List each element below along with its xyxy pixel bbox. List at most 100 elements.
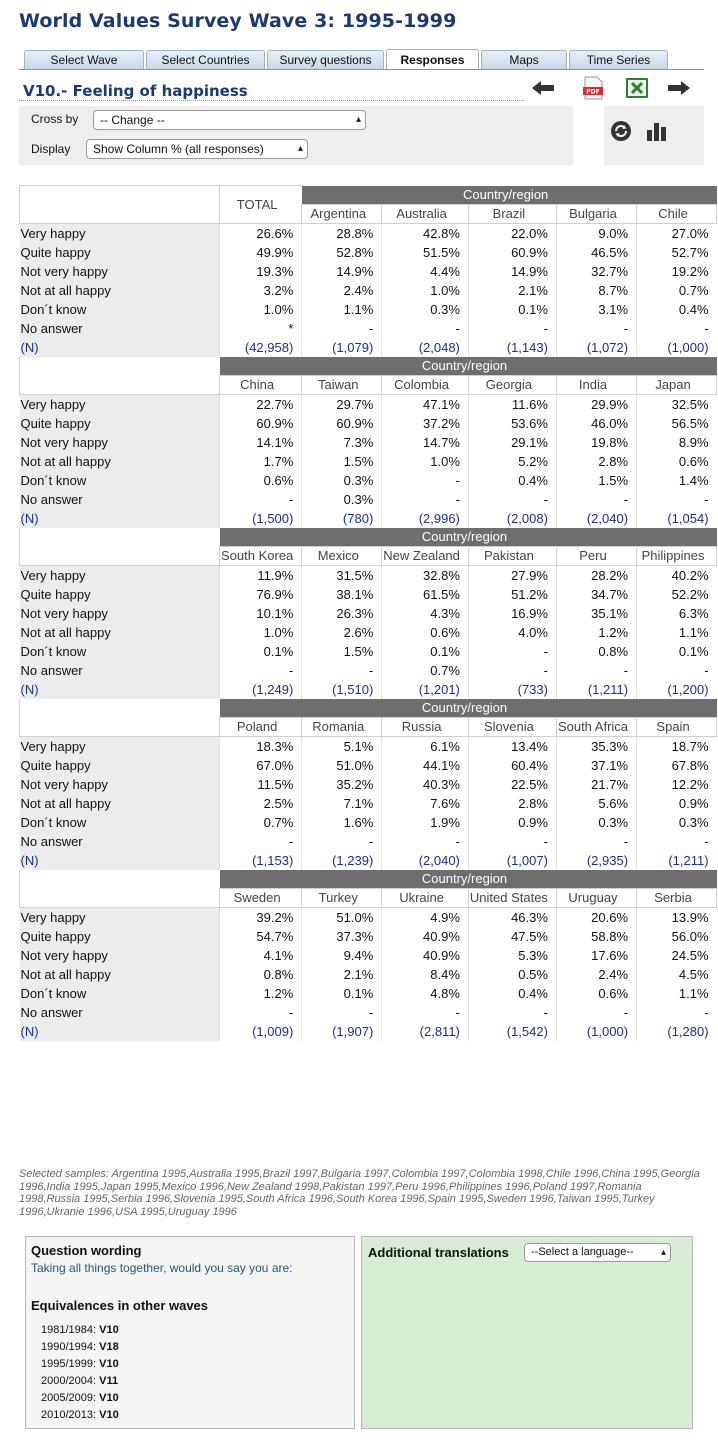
table-row: (N) (42,958) (1,079) (2,048) (1,143) (1,072)(… — [19, 337, 717, 357]
row-label: Not very happy — [19, 432, 220, 452]
country-header: Russia — [381, 717, 469, 737]
display-select[interactable]: Show Column % (all responses) ▴ — [86, 139, 308, 159]
excel-icon[interactable] — [624, 76, 650, 100]
table-row: Don´t know 0.7% 1.6% 1.9% 0.9% 0.3% 0.3% — [19, 812, 717, 832]
tab-select-countries[interactable]: Select Countries — [146, 50, 265, 69]
tab-responses[interactable]: Responses — [386, 49, 479, 69]
equivalence-variable[interactable]: V10 — [99, 1392, 119, 1404]
language-select[interactable]: --Select a language-- ▴ — [524, 1243, 671, 1262]
row-label: Don´t know — [19, 983, 220, 1003]
table-row: Not at all happy 0.8% 2.1% 8.4% 0.5% 2.4% 4.5% — [19, 964, 717, 984]
cell-value: - — [467, 641, 557, 661]
cell-value: 35.2% — [301, 774, 382, 794]
row-label: Not at all happy — [19, 964, 220, 984]
cell-value: - — [218, 660, 302, 680]
country-header: United States — [467, 888, 557, 908]
country-header: Japan — [636, 375, 718, 395]
tab-select-wave[interactable]: Select Wave — [24, 50, 144, 69]
table-row: Quite happy 60.9% 60.9% 37.2% 53.6% 46.0% 56.5… — [19, 413, 717, 433]
tab-divider — [19, 69, 704, 70]
table-row: Not at all happy 1.7% 1.5% 1.0% 5.2% 2.8% 0.6% — [19, 451, 717, 471]
band-row: Country/region — [19, 869, 717, 908]
cell-value: - — [467, 318, 557, 338]
tab-survey-questions[interactable]: Survey questions — [267, 50, 384, 69]
equivalence-variable[interactable]: V10 — [99, 1358, 119, 1370]
bar-chart-icon[interactable] — [644, 118, 670, 144]
cell-value: 8.7% — [555, 280, 637, 300]
row-label: Not very happy — [19, 261, 220, 281]
cell-value: 44.1% — [381, 755, 469, 775]
cell-value: 0.1% — [636, 641, 717, 661]
cell-value: 7.6% — [381, 793, 469, 813]
country-header: China — [218, 375, 302, 395]
cell-value: - — [301, 318, 382, 338]
equivalence-variable[interactable]: V18 — [99, 1341, 119, 1353]
cell-value: 1.0% — [381, 451, 469, 471]
selected-samples-note: Selected samples: Argentina 1995,Austral… — [19, 1168, 700, 1218]
cross-by-select[interactable]: -- Change -- ▴ — [93, 110, 366, 130]
equivalence-item: 2005/2009: V10 — [41, 1392, 119, 1404]
back-arrow-icon[interactable] — [530, 78, 556, 98]
equivalence-variable[interactable]: V11 — [99, 1375, 119, 1387]
cell-value: 29.7% — [301, 394, 382, 414]
country-header: South Africa — [555, 717, 637, 737]
cell-value: 7.1% — [301, 793, 382, 813]
country-header: Serbia — [636, 888, 718, 908]
forward-arrow-icon[interactable] — [666, 78, 692, 98]
cell-value: 31.5% — [301, 565, 382, 585]
cell-value: 60.9% — [301, 413, 382, 433]
country-header: Pakistan — [467, 546, 557, 566]
cell-value: (1,510) — [301, 679, 382, 699]
tab-maps[interactable]: Maps — [481, 50, 567, 69]
cell-value: 54.7% — [218, 926, 302, 946]
row-label: Quite happy — [19, 413, 220, 433]
equivalence-variable[interactable]: V10 — [99, 1409, 119, 1421]
question-text: Taking all things together, would you sa… — [31, 1261, 293, 1275]
cell-value: (780) — [301, 508, 382, 528]
tab-bar: Select Wave Select Countries Survey ques… — [24, 49, 668, 69]
cell-value: - — [381, 831, 469, 851]
table-row: Not at all happy 2.5% 7.1% 7.6% 2.8% 5.6% 0.9% — [19, 793, 717, 813]
country-header: Colombia — [381, 375, 469, 395]
country-header-row: South Korea Mexico New Zealand Pakistan Peru… — [20, 546, 718, 566]
cell-value: 0.4% — [467, 983, 557, 1003]
table-row: Not very happy 14.1% 7.3% 14.7% 29.1% 19.8% 8.… — [19, 432, 717, 452]
row-label: No answer — [19, 489, 220, 509]
equivalence-period: 1995/1999: — [41, 1358, 97, 1370]
cell-value: 0.7% — [636, 280, 717, 300]
country-header: Slovenia — [467, 717, 557, 737]
row-label: Very happy — [19, 565, 220, 585]
cell-value: 2.1% — [467, 280, 557, 300]
table-row: Don´t know 0.1% 1.5% 0.1% -0.8% 0.1% — [19, 641, 717, 661]
table-row: (N) (1,249) (1,510) (1,201) (733) (1,211) (1,2… — [19, 679, 717, 699]
cell-value: (1,000) — [555, 1021, 637, 1041]
cell-value: (2,040) — [381, 850, 469, 870]
cell-value: 0.3% — [381, 299, 469, 319]
cross-by-label: Cross by — [31, 112, 79, 126]
country-header: Taiwan — [301, 375, 382, 395]
cell-value: 5.2% — [467, 451, 557, 471]
cell-value: 14.7% — [381, 432, 469, 452]
table-row: No answer -0.3% - - - - — [19, 489, 717, 509]
refresh-icon[interactable] — [608, 118, 634, 144]
pdf-icon[interactable]: PDF — [580, 75, 606, 101]
cell-value: 6.1% — [381, 736, 469, 756]
tab-time-series[interactable]: Time Series — [569, 50, 668, 69]
cell-value: 10.1% — [218, 603, 302, 623]
total-value: 3.2% — [218, 280, 302, 300]
row-label: Not at all happy — [19, 451, 220, 471]
equivalence-item: 1995/1999: V10 — [41, 1358, 119, 1370]
blank-header-cell — [19, 698, 220, 737]
cell-value: 0.9% — [467, 812, 557, 832]
cell-value: 21.7% — [555, 774, 637, 794]
cell-value: - — [218, 831, 302, 851]
band-row: Country/region — [19, 698, 717, 737]
cell-value: 1.6% — [301, 812, 382, 832]
cell-value: (1,211) — [555, 679, 637, 699]
page-title: World Values Survey Wave 3: 1995-1999 — [19, 10, 457, 32]
table-row: Not at all happy 1.0% 2.6% 0.6% 4.0% 1.2% 1.1% — [19, 622, 717, 642]
row-label: Quite happy — [19, 584, 220, 604]
blank-header-cell — [19, 356, 220, 395]
equivalence-variable[interactable]: V10 — [99, 1324, 119, 1336]
cell-value: (2,040) — [555, 508, 637, 528]
